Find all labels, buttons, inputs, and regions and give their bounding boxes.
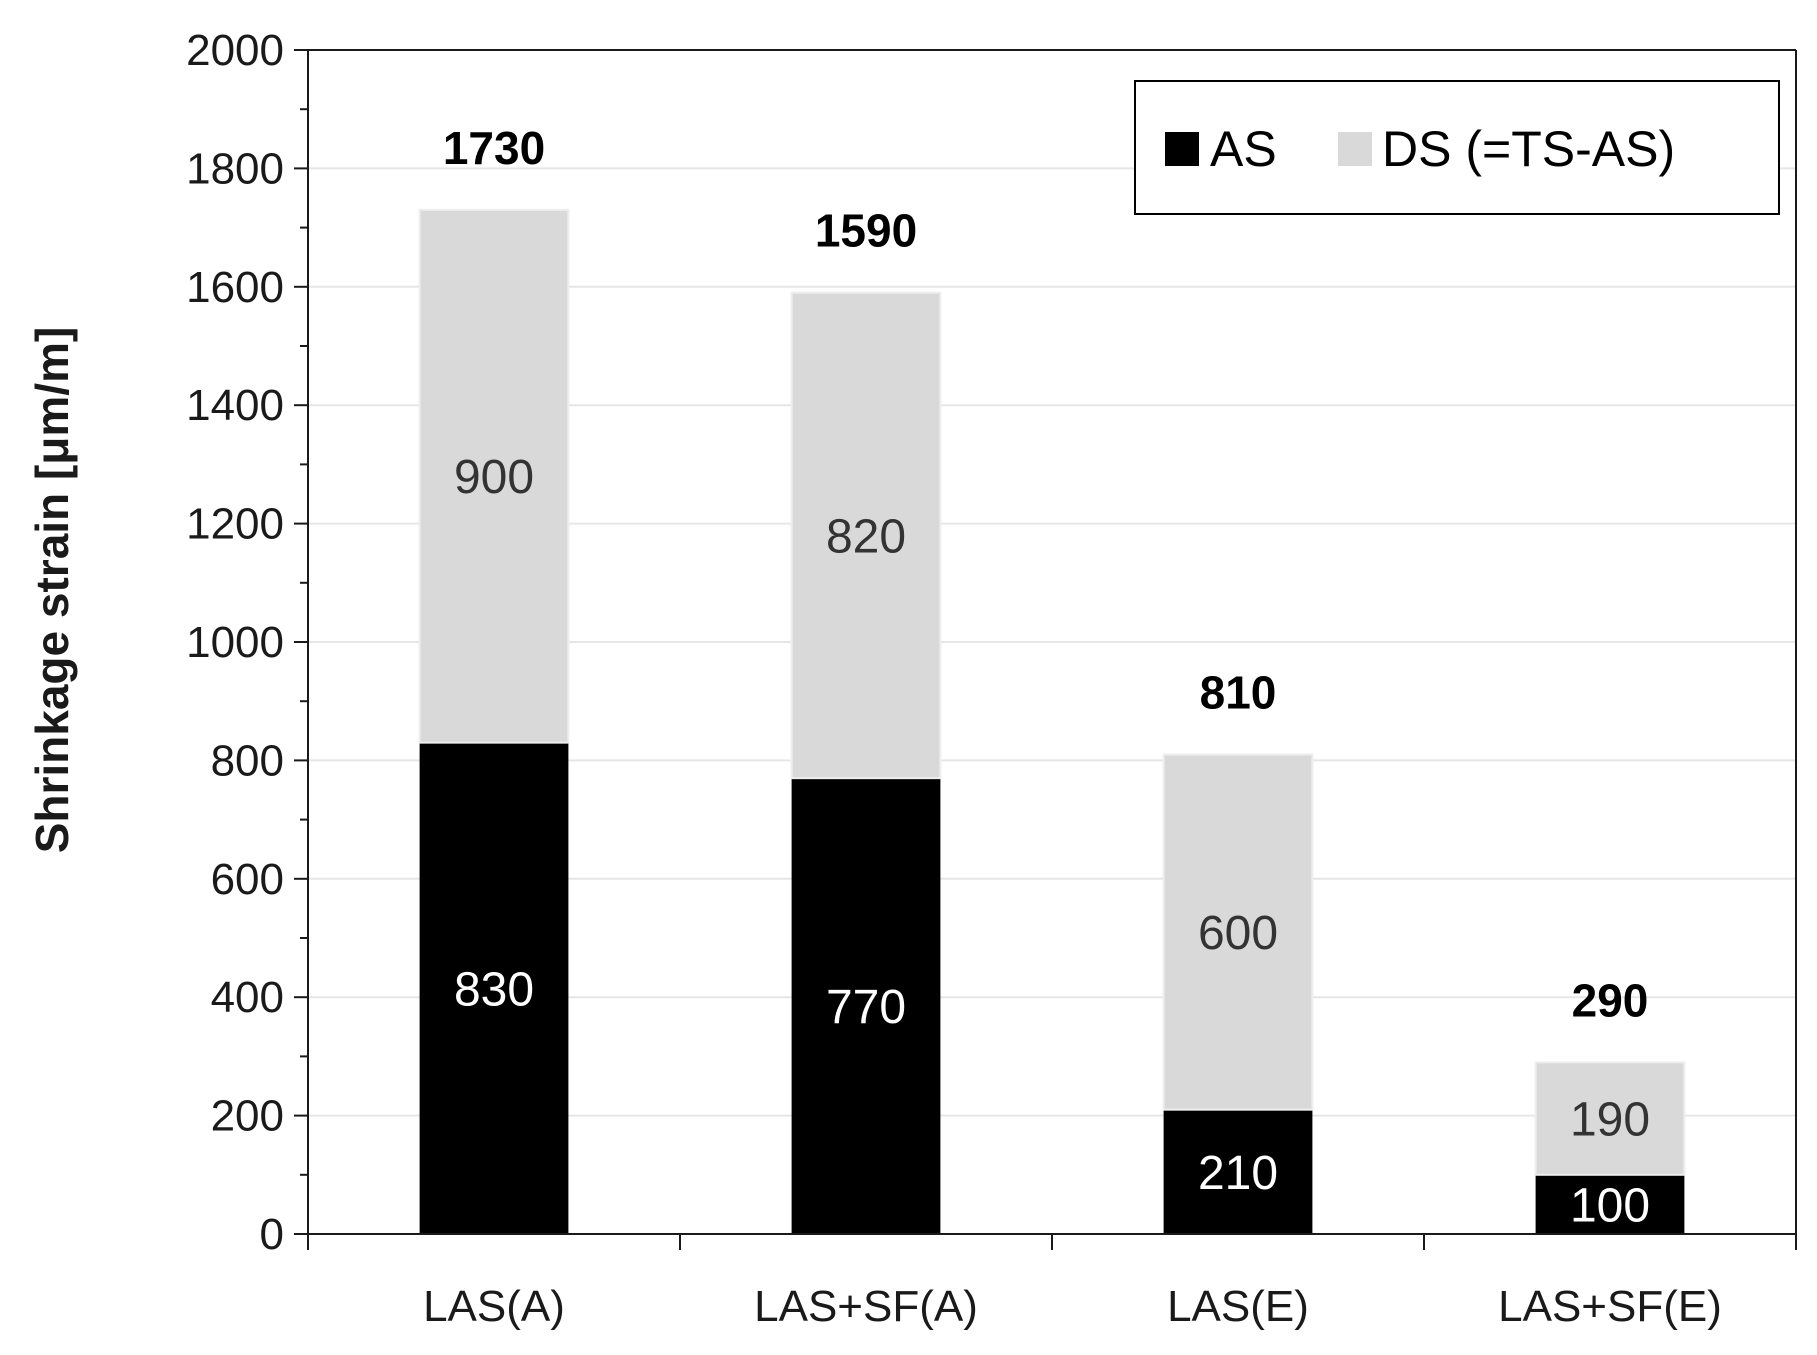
legend-swatch-ds: [1338, 132, 1372, 166]
y-tick-label: 1200: [186, 500, 284, 549]
y-tick-label: 1600: [186, 263, 284, 312]
y-tick-label: 600: [211, 855, 284, 904]
x-category-label: LAS+SF(A): [754, 1282, 978, 1331]
total-value-label: 1730: [443, 122, 545, 174]
segment-value-label: 820: [826, 510, 906, 563]
y-tick-label: 1400: [186, 381, 284, 430]
y-tick-label: 0: [260, 1210, 284, 1259]
bar-as: [1163, 1109, 1313, 1234]
y-axis-title: Shrinkage strain [μm/m]: [26, 327, 78, 854]
total-value-label: 290: [1572, 974, 1649, 1026]
y-tick-label: 1000: [186, 618, 284, 667]
bar-as: [1535, 1174, 1685, 1234]
total-value-label: 810: [1200, 666, 1277, 718]
legend: AS DS (=TS-AS): [1134, 80, 1780, 215]
x-category-label: LAS(A): [423, 1282, 565, 1331]
y-tick-label: 800: [211, 736, 284, 785]
segment-value-label: 770: [826, 981, 906, 1034]
y-tick-label: 200: [211, 1092, 284, 1141]
data-labels: 830 900 1730 770 820 1590 210 600 810 100 190 290: [443, 122, 1650, 1233]
segment-value-label: 830: [454, 963, 534, 1016]
bar-as: [419, 742, 569, 1234]
x-category-label: LAS+SF(E): [1498, 1282, 1722, 1331]
bar-ds: [1162, 753, 1314, 1111]
y-ticks: 0 200 400 600 800 1000 1200 1400 1600 1800 2000: [186, 26, 308, 1259]
legend-swatch-as: [1165, 132, 1199, 166]
y-tick-label: 1800: [186, 144, 284, 193]
x-ticks: LAS(A) LAS+SF(A) LAS(E) LAS+SF(E): [307, 1234, 1797, 1331]
segment-value-label: 100: [1570, 1179, 1650, 1232]
legend-box: [1134, 80, 1780, 215]
legend-label-ds: DS (=TS-AS): [1382, 121, 1675, 177]
total-value-label: 1590: [815, 205, 917, 257]
bar-as: [791, 778, 941, 1234]
segment-value-label: 210: [1198, 1147, 1278, 1200]
y-tick-label: 400: [211, 973, 284, 1022]
y-tick-label: 2000: [186, 26, 284, 75]
segment-value-label: 600: [1198, 907, 1278, 960]
segment-value-label: 190: [1570, 1094, 1650, 1147]
bars: [418, 208, 1686, 1234]
bar-ds: [790, 291, 942, 780]
legend-label-as: AS: [1210, 121, 1277, 177]
segment-value-label: 900: [454, 451, 534, 504]
bar-ds: [1534, 1061, 1686, 1176]
bar-ds: [418, 208, 570, 744]
x-category-label: LAS(E): [1167, 1282, 1309, 1331]
